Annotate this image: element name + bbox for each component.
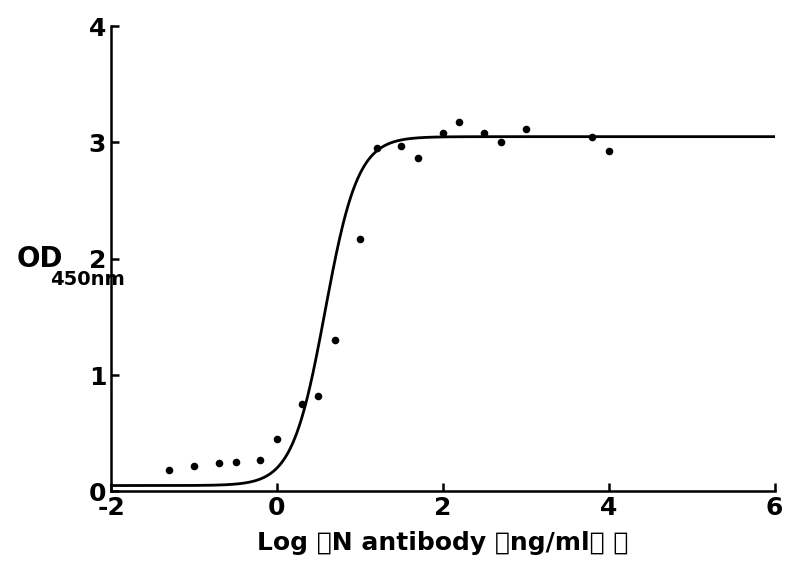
Point: [411, 153, 424, 162]
Point: [437, 129, 450, 138]
Point: [602, 146, 615, 155]
Point: [478, 129, 490, 138]
Point: [370, 144, 383, 153]
Point: [188, 461, 201, 470]
Point: [270, 435, 283, 444]
Point: [295, 400, 308, 409]
Point: [494, 138, 507, 147]
Point: [254, 455, 267, 464]
Point: [229, 458, 242, 467]
Point: [586, 132, 598, 141]
Text: 450nm: 450nm: [50, 270, 125, 289]
Point: [329, 336, 342, 345]
Point: [453, 117, 466, 126]
Point: [213, 459, 226, 468]
Point: [312, 391, 325, 400]
X-axis label: Log （N antibody （ng/ml） ）: Log （N antibody （ng/ml） ）: [257, 531, 629, 555]
Point: [395, 141, 408, 150]
Text: OD: OD: [17, 245, 63, 273]
Point: [354, 235, 366, 244]
Point: [519, 124, 532, 133]
Point: [162, 466, 175, 475]
